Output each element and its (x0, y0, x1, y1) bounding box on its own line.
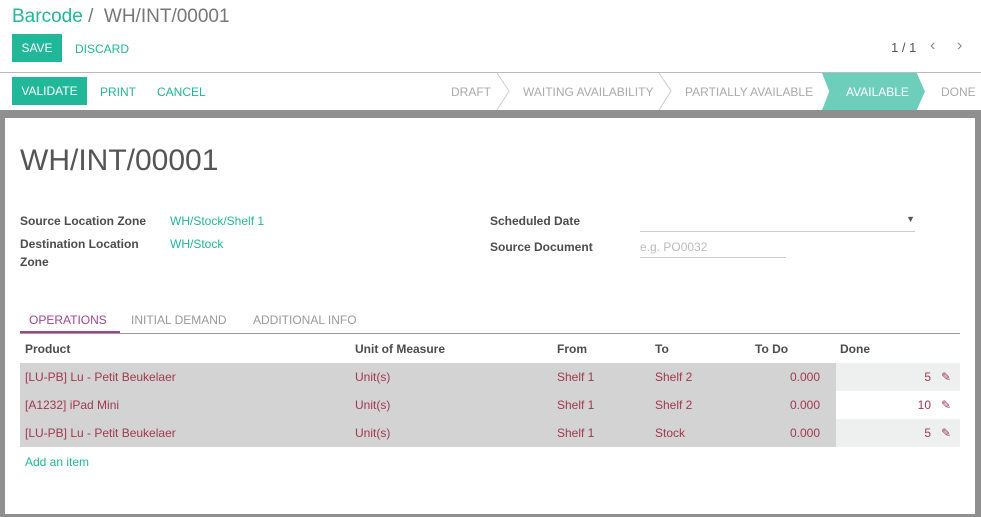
table-row[interactable]: [LU-PB] Lu - Petit Beukelaer Unit(s) She… (20, 363, 960, 391)
done-cell[interactable]: 10 ✎ (836, 391, 960, 419)
tab-additional-info[interactable]: ADDITIONAL INFO (253, 313, 357, 327)
pencil-icon[interactable]: ✎ (940, 398, 951, 412)
source-location-link[interactable]: WH/Stock/Shelf 1 (170, 214, 265, 228)
table-row[interactable]: [LU-PB] Lu - Petit Beukelaer Unit(s) She… (20, 419, 960, 447)
product-cell: [A1232] iPad Mini (25, 398, 120, 412)
column-header-from[interactable]: From (557, 342, 587, 356)
todo-cell: 0.000 (790, 370, 821, 384)
caret-down-icon[interactable]: ▼ (906, 214, 915, 224)
stage-waiting-availability[interactable]: WAITING AVAILABILITY (523, 85, 654, 99)
uom-cell: Unit(s) (355, 398, 391, 412)
chevron-left-icon[interactable]: ‹ (930, 37, 936, 54)
chevron-right-icon[interactable]: › (957, 37, 963, 54)
save-button[interactable]: SAVE (12, 34, 62, 62)
to-cell: Shelf 2 (655, 370, 693, 384)
from-cell: Shelf 1 (557, 398, 595, 412)
done-cell[interactable]: 5 ✎ (836, 419, 960, 447)
uom-cell: Unit(s) (355, 426, 391, 440)
add-item-link[interactable]: Add an item (25, 455, 90, 469)
stage-separator (496, 73, 510, 110)
form-sheet (5, 118, 975, 514)
done-value: 5 (924, 370, 931, 384)
record-title: WH/INT/00001 (20, 144, 219, 177)
stage-active-background (822, 73, 925, 110)
from-cell: Shelf 1 (557, 370, 595, 384)
uom-cell: Unit(s) (355, 370, 391, 384)
stage-separator (658, 73, 672, 110)
breadcrumb-parent[interactable]: Barcode (12, 6, 83, 27)
stage-done[interactable]: DONE (941, 85, 976, 99)
done-value: 10 (917, 398, 931, 412)
scheduled-date-input[interactable]: ▼ (640, 210, 915, 232)
pager-value[interactable]: 1 / 1 (891, 40, 917, 55)
stage-available[interactable]: AVAILABLE (846, 85, 909, 99)
stage-draft[interactable]: DRAFT (451, 85, 491, 99)
validate-button[interactable]: VALIDATE (12, 77, 87, 105)
breadcrumb: Barcode / WH/INT/00001 (12, 6, 230, 28)
product-cell: [LU-PB] Lu - Petit Beukelaer (25, 370, 176, 384)
stage-partially-available[interactable]: PARTIALLY AVAILABLE (685, 85, 814, 99)
product-cell: [LU-PB] Lu - Petit Beukelaer (25, 426, 176, 440)
column-header-todo[interactable]: To Do (755, 342, 789, 356)
done-value: 5 (924, 426, 931, 440)
source-document-input[interactable]: e.g. PO0032 (640, 240, 786, 258)
done-cell[interactable]: 5 ✎ (836, 363, 960, 391)
table-row[interactable]: [A1232] iPad Mini Unit(s) Shelf 1 Shelf … (20, 391, 960, 419)
to-cell: Stock (655, 426, 686, 440)
column-header-to[interactable]: To (655, 342, 669, 356)
tab-active-indicator (20, 331, 120, 333)
tab-operations[interactable]: OPERATIONS (29, 313, 107, 327)
source-document-label: Source Document (490, 240, 593, 254)
column-header-done[interactable]: Done (840, 342, 870, 356)
discard-button[interactable]: DISCARD (75, 42, 130, 56)
todo-cell: 0.000 (790, 398, 821, 412)
pencil-icon[interactable]: ✎ (940, 370, 951, 384)
todo-cell: 0.000 (790, 426, 821, 440)
column-header-uom[interactable]: Unit of Measure (355, 342, 446, 356)
from-cell: Shelf 1 (557, 426, 595, 440)
divider (0, 72, 981, 73)
cancel-button[interactable]: CANCEL (157, 85, 206, 99)
tab-initial-demand[interactable]: INITIAL DEMAND (131, 313, 227, 327)
column-header-product[interactable]: Product (25, 342, 71, 356)
pencil-icon[interactable]: ✎ (940, 426, 951, 440)
source-location-label: Source Location Zone (20, 214, 147, 228)
destination-location-label: Destination Location (20, 237, 139, 251)
tabs-divider (20, 333, 960, 334)
to-cell: Shelf 2 (655, 398, 693, 412)
breadcrumb-separator: / (88, 6, 94, 27)
breadcrumb-current: WH/INT/00001 (103, 6, 230, 27)
print-button[interactable]: PRINT (100, 85, 136, 99)
destination-location-label-2: Zone (20, 255, 49, 269)
destination-location-link[interactable]: WH/Stock (170, 237, 224, 251)
scheduled-date-label: Scheduled Date (490, 214, 581, 228)
